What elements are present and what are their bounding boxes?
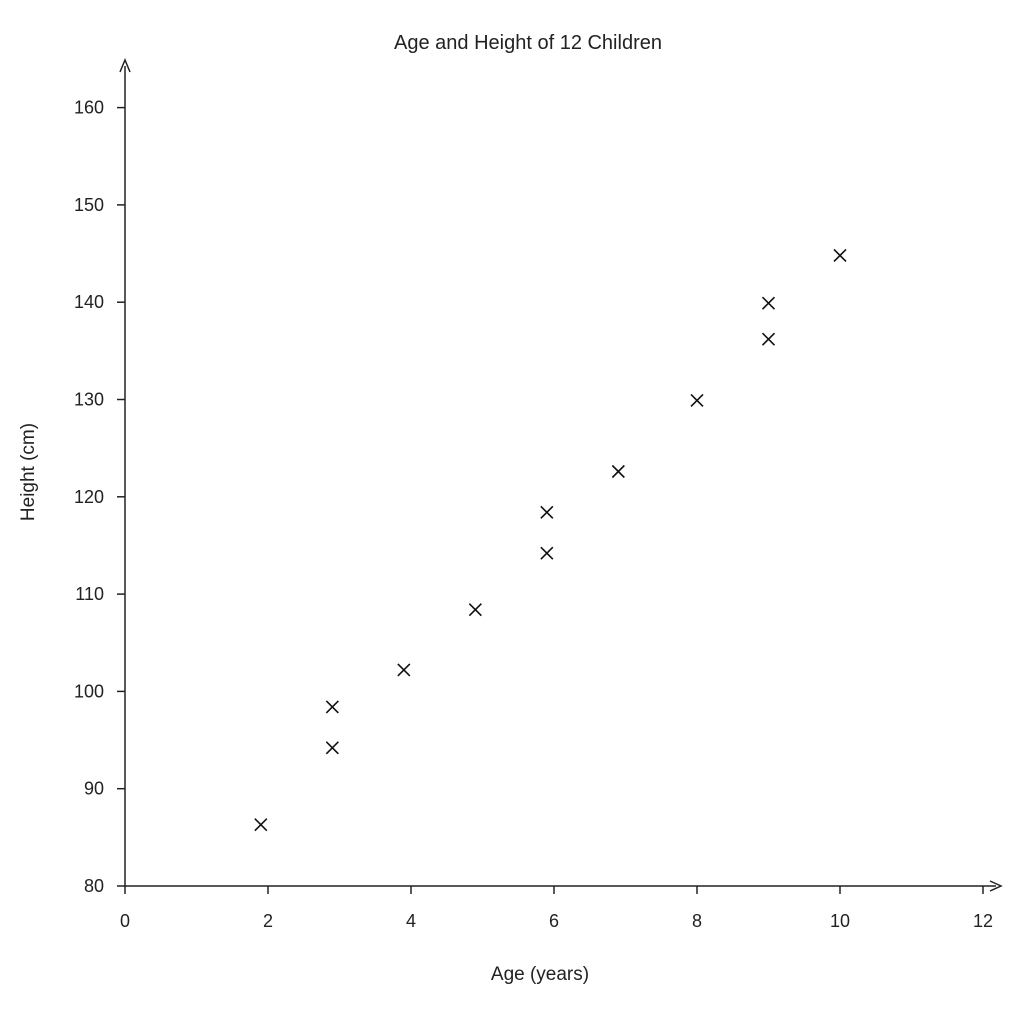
- x-tick-label: 12: [973, 911, 993, 931]
- data-points: [254, 248, 847, 832]
- data-point: [468, 603, 482, 617]
- data-point: [540, 505, 554, 519]
- x-axis: 0 2 4 6 8 10 12: [120, 880, 1003, 931]
- x-tick-label: 0: [120, 911, 130, 931]
- y-tick-label: 120: [74, 487, 104, 507]
- x-ticks: 0 2 4 6 8 10 12: [120, 886, 993, 931]
- x-axis-arrow: [989, 880, 1003, 892]
- y-axis: 80 90 100 110 120 130 140 150 160: [74, 58, 131, 896]
- y-ticks: 80 90 100 110 120 130 140 150 160: [74, 98, 125, 896]
- y-axis-arrow: [119, 58, 131, 73]
- data-point: [325, 741, 339, 755]
- x-axis-label: Age (years): [491, 964, 589, 985]
- y-tick-label: 80: [84, 876, 104, 896]
- data-point: [761, 296, 776, 310]
- y-tick-label: 90: [84, 779, 104, 799]
- x-tick-label: 6: [549, 911, 559, 931]
- y-tick-label: 160: [74, 98, 104, 118]
- y-tick-label: 100: [74, 681, 104, 701]
- data-point: [325, 700, 339, 714]
- y-tick-label: 140: [74, 292, 104, 312]
- y-axis-label: Height (cm): [18, 423, 39, 521]
- x-tick-label: 10: [830, 911, 850, 931]
- chart-title: Age and Height of 12 Children: [394, 32, 662, 54]
- x-tick-label: 8: [692, 911, 702, 931]
- data-point: [761, 332, 776, 346]
- data-point: [254, 818, 268, 832]
- data-point: [397, 663, 411, 677]
- data-point: [690, 393, 704, 408]
- data-point: [540, 546, 554, 560]
- x-tick-label: 2: [263, 911, 273, 931]
- y-tick-label: 110: [75, 584, 104, 604]
- y-tick-label: 130: [74, 390, 104, 410]
- data-point: [611, 464, 625, 479]
- y-tick-label: 150: [74, 195, 104, 215]
- x-tick-label: 4: [406, 911, 416, 931]
- data-point: [833, 248, 847, 263]
